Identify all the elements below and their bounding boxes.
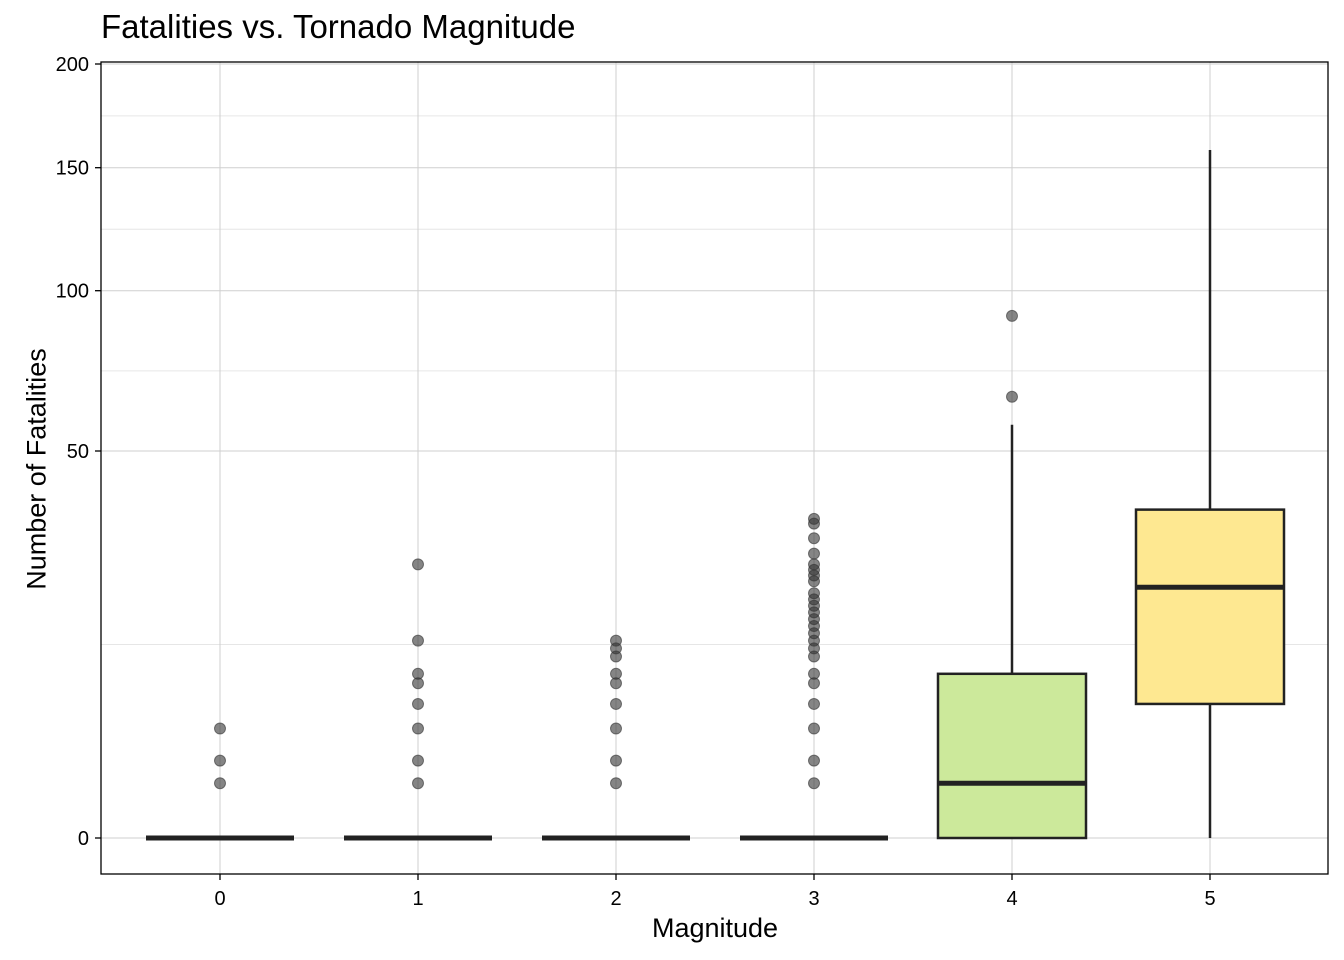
outlier-point: [413, 723, 424, 734]
outlier-point: [1007, 310, 1018, 321]
outlier-point: [413, 559, 424, 570]
x-tick-label: 3: [808, 888, 819, 910]
outlier-point: [611, 668, 622, 679]
outlier-point: [413, 698, 424, 709]
y-tick-label: 100: [56, 281, 89, 303]
outlier-point: [611, 778, 622, 789]
outlier-point: [413, 668, 424, 679]
x-tick-label: 5: [1204, 888, 1215, 910]
outlier-point: [215, 778, 226, 789]
y-tick-label: 200: [56, 54, 89, 76]
box-5: [1136, 510, 1284, 704]
x-tick-label: 2: [610, 888, 621, 910]
panel-border: [101, 62, 1328, 874]
outlier-point: [809, 513, 820, 524]
outlier-point: [809, 723, 820, 734]
box-4: [938, 674, 1086, 838]
outlier-point: [215, 755, 226, 766]
outlier-point: [1007, 391, 1018, 402]
outlier-point: [611, 698, 622, 709]
outlier-point: [413, 778, 424, 789]
y-tick-label: 150: [56, 158, 89, 180]
outlier-point: [809, 778, 820, 789]
outlier-point: [611, 723, 622, 734]
x-tick-label: 4: [1006, 888, 1017, 910]
outlier-point: [611, 755, 622, 766]
outlier-point: [809, 533, 820, 544]
outlier-point: [413, 635, 424, 646]
outlier-point: [413, 755, 424, 766]
outlier-point: [809, 548, 820, 559]
y-tick-label: 0: [78, 828, 89, 850]
outlier-point: [809, 698, 820, 709]
outlier-point: [215, 723, 226, 734]
outlier-point: [611, 635, 622, 646]
outlier-point: [809, 755, 820, 766]
outlier-point: [809, 588, 820, 599]
y-tick-label: 50: [67, 441, 89, 463]
outlier-point: [809, 559, 820, 570]
x-tick-label: 0: [214, 888, 225, 910]
x-tick-label: 1: [412, 888, 423, 910]
outlier-point: [809, 668, 820, 679]
